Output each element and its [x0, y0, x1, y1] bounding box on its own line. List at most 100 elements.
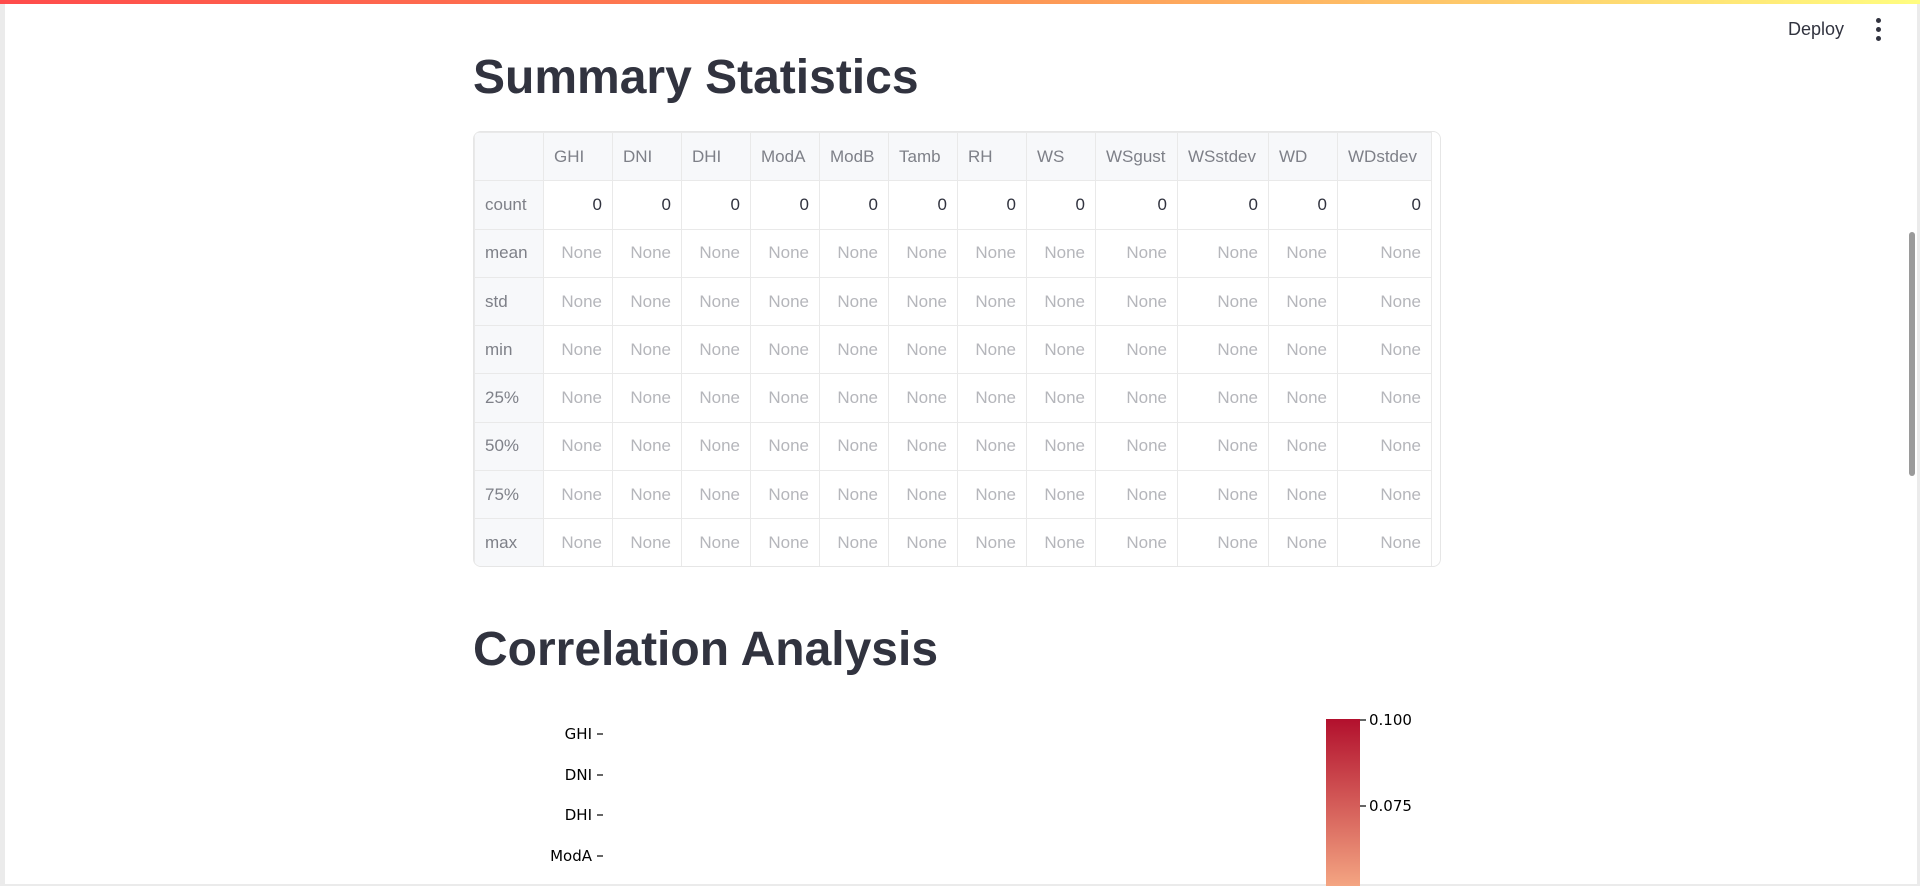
table-cell[interactable]: None [1095, 421, 1178, 472]
table-cell[interactable]: None [681, 228, 751, 278]
table-cell[interactable]: None [681, 276, 751, 327]
table-cell[interactable]: None [957, 325, 1027, 375]
table-cell[interactable]: None [1095, 325, 1178, 375]
summary-statistics-table[interactable]: GHI DNI DHI ModA ModB Tamb RH WS WSgust WSstdev WD… [473, 131, 1441, 567]
table-cell[interactable]: None [612, 421, 682, 472]
table-cell[interactable]: None [750, 228, 820, 278]
table-cell[interactable]: None [1268, 470, 1338, 520]
table-cell[interactable]: None [819, 228, 889, 278]
table-cell[interactable]: None [1177, 276, 1269, 327]
table-cell[interactable]: None [750, 325, 820, 375]
table-cell[interactable]: None [819, 325, 889, 375]
table-cell[interactable]: None [750, 373, 820, 423]
table-cell[interactable]: 0 [1026, 180, 1096, 230]
table-cell[interactable]: None [681, 421, 751, 472]
table-cell[interactable]: None [1268, 421, 1338, 472]
table-cell[interactable]: None [612, 470, 682, 520]
column-header-wsstdev[interactable]: WSstdev [1177, 132, 1269, 182]
table-cell[interactable]: None [1026, 276, 1096, 327]
table-cell[interactable]: 0 [888, 180, 958, 230]
table-cell[interactable]: None [543, 518, 613, 566]
table-cell[interactable]: None [1177, 470, 1269, 520]
table-cell[interactable]: None [1268, 373, 1338, 423]
table-cell[interactable]: 0 [1095, 180, 1178, 230]
table-cell[interactable]: None [888, 518, 958, 566]
table-cell[interactable]: None [543, 373, 613, 423]
column-header-wsgust[interactable]: WSgust [1095, 132, 1178, 182]
table-cell[interactable]: None [612, 373, 682, 423]
table-cell[interactable]: None [1337, 421, 1432, 472]
table-cell[interactable]: None [543, 470, 613, 520]
table-cell[interactable]: None [612, 518, 682, 566]
table-cell[interactable]: None [1177, 518, 1269, 566]
table-cell[interactable]: None [1177, 421, 1269, 472]
table-cell[interactable]: 0 [957, 180, 1027, 230]
table-cell[interactable]: None [888, 373, 958, 423]
table-cell[interactable]: None [543, 228, 613, 278]
table-cell[interactable]: None [1268, 228, 1338, 278]
table-cell[interactable]: None [819, 470, 889, 520]
table-cell[interactable]: None [819, 421, 889, 472]
table-cell[interactable]: None [1026, 228, 1096, 278]
table-cell[interactable]: 0 [612, 180, 682, 230]
table-cell[interactable]: 0 [1337, 180, 1432, 230]
column-header-dni[interactable]: DNI [612, 132, 682, 182]
table-cell[interactable]: None [612, 325, 682, 375]
table-cell[interactable]: None [888, 228, 958, 278]
table-cell[interactable]: None [1177, 325, 1269, 375]
table-cell[interactable]: None [681, 470, 751, 520]
table-cell[interactable]: None [1177, 373, 1269, 423]
table-cell[interactable]: None [819, 373, 889, 423]
table-cell[interactable]: None [957, 373, 1027, 423]
table-cell[interactable]: None [750, 518, 820, 566]
table-cell[interactable]: None [1337, 276, 1432, 327]
table-cell[interactable]: None [819, 276, 889, 327]
table-cell[interactable]: None [1026, 421, 1096, 472]
table-cell[interactable]: None [1095, 373, 1178, 423]
table-cell[interactable]: None [1026, 373, 1096, 423]
column-header-modb[interactable]: ModB [819, 132, 889, 182]
column-header-ws[interactable]: WS [1026, 132, 1096, 182]
table-cell[interactable]: None [957, 276, 1027, 327]
table-cell[interactable]: None [1337, 228, 1432, 278]
table-cell[interactable]: None [612, 276, 682, 327]
table-cell[interactable]: None [543, 276, 613, 327]
page-scrollbar[interactable] [1909, 232, 1915, 476]
column-header-dhi[interactable]: DHI [681, 132, 751, 182]
table-cell[interactable]: None [750, 421, 820, 472]
table-cell[interactable]: None [1268, 325, 1338, 375]
table-cell[interactable]: None [1337, 325, 1432, 375]
table-cell[interactable]: 0 [543, 180, 613, 230]
table-cell[interactable]: None [1337, 470, 1432, 520]
table-cell[interactable]: 0 [1268, 180, 1338, 230]
table-cell[interactable]: 0 [681, 180, 751, 230]
table-cell[interactable]: None [1095, 518, 1178, 566]
more-vertical-icon[interactable] [1866, 14, 1890, 44]
table-cell[interactable]: None [1095, 276, 1178, 327]
table-cell[interactable]: None [681, 373, 751, 423]
table-cell[interactable]: None [957, 518, 1027, 566]
column-header-ghi[interactable]: GHI [543, 132, 613, 182]
table-cell[interactable]: None [957, 228, 1027, 278]
table-cell[interactable]: None [681, 325, 751, 375]
table-cell[interactable]: None [1026, 325, 1096, 375]
deploy-button[interactable]: Deploy [1787, 18, 1844, 39]
column-header-rh[interactable]: RH [957, 132, 1027, 182]
column-header-wd[interactable]: WD [1268, 132, 1338, 182]
table-cell[interactable]: None [888, 470, 958, 520]
table-cell[interactable]: None [543, 421, 613, 472]
table-cell[interactable]: None [1095, 470, 1178, 520]
table-cell[interactable]: None [543, 325, 613, 375]
table-cell[interactable]: None [819, 518, 889, 566]
table-cell[interactable]: None [1337, 518, 1432, 566]
table-cell[interactable]: None [888, 421, 958, 472]
table-cell[interactable]: None [1026, 518, 1096, 566]
table-cell[interactable]: None [1337, 373, 1432, 423]
table-cell[interactable]: None [957, 470, 1027, 520]
column-header-moda[interactable]: ModA [750, 132, 820, 182]
table-cell[interactable]: None [957, 421, 1027, 472]
column-header-wdstdev[interactable]: WDstdev [1337, 132, 1432, 182]
table-cell[interactable]: None [681, 518, 751, 566]
table-cell[interactable]: None [1268, 518, 1338, 566]
table-cell[interactable]: 0 [750, 180, 820, 230]
